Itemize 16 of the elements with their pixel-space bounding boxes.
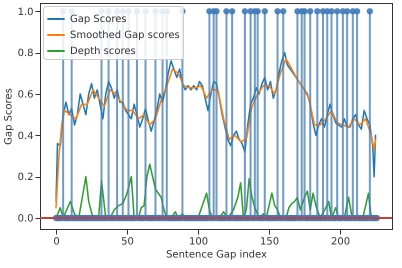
y-tick-label: 0.2	[18, 172, 34, 184]
y-tick-label: 0.8	[18, 48, 34, 60]
y-axis-title: Gap Scores	[4, 88, 15, 145]
x-tick-label: 50	[121, 236, 134, 248]
y-tick-label: 0.4	[18, 130, 34, 142]
legend-label: Depth scores	[70, 46, 136, 57]
legend-label: Smoothed Gap scores	[70, 30, 180, 41]
x-tick-label: 100	[188, 236, 208, 248]
x-tick-label: 150	[260, 236, 280, 248]
x-tick-label: 200	[330, 236, 350, 248]
y-tick-label: 0.6	[18, 89, 34, 100]
x-tick-label: 0	[53, 236, 60, 248]
y-tick-label: 1.0	[18, 6, 34, 18]
y-tick-label: 0.0	[18, 214, 34, 225]
legend-label: Gap Scores	[70, 14, 127, 25]
x-axis-title: Sentence Gap index	[166, 250, 267, 260]
